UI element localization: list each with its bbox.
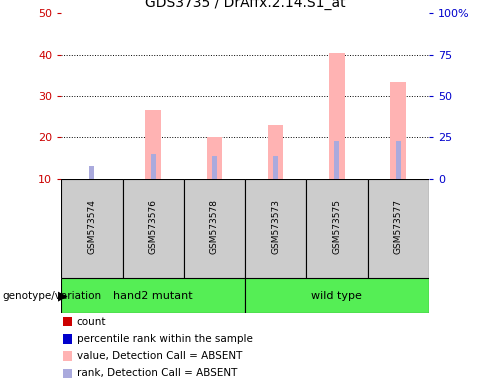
Text: value, Detection Call = ABSENT: value, Detection Call = ABSENT: [77, 351, 242, 361]
Bar: [335, 141, 339, 179]
Bar: [63, 334, 72, 344]
Bar: [61, 179, 122, 278]
Bar: [122, 179, 184, 278]
Bar: [212, 156, 217, 179]
Bar: [306, 179, 368, 278]
Text: percentile rank within the sample: percentile rank within the sample: [77, 334, 253, 344]
Text: rank, Detection Call = ABSENT: rank, Detection Call = ABSENT: [77, 368, 237, 379]
Bar: [89, 166, 94, 179]
Bar: [63, 351, 72, 361]
Bar: [61, 278, 245, 313]
Text: wild type: wild type: [312, 291, 362, 301]
Bar: [245, 278, 429, 313]
Bar: [146, 111, 161, 179]
Text: GSM573577: GSM573577: [393, 199, 403, 254]
Bar: [151, 154, 156, 179]
Text: GSM573578: GSM573578: [210, 199, 219, 254]
Bar: [245, 179, 306, 278]
Text: GSM573576: GSM573576: [148, 199, 158, 254]
Bar: [268, 125, 283, 179]
Bar: [273, 156, 278, 179]
Bar: [63, 317, 72, 326]
Bar: [207, 137, 222, 179]
Text: hand2 mutant: hand2 mutant: [113, 291, 193, 301]
Bar: [63, 369, 72, 378]
Text: genotype/variation: genotype/variation: [2, 291, 101, 301]
Text: GSM573575: GSM573575: [332, 199, 342, 254]
Bar: [184, 179, 245, 278]
Bar: [391, 81, 406, 179]
Bar: [329, 53, 344, 179]
Text: count: count: [77, 316, 106, 327]
Bar: [395, 141, 400, 179]
Title: GDS3735 / DrAffx.2.14.S1_at: GDS3735 / DrAffx.2.14.S1_at: [145, 0, 345, 10]
Text: GSM573573: GSM573573: [271, 199, 280, 254]
Bar: [368, 179, 429, 278]
Text: ▶: ▶: [58, 289, 68, 302]
Text: GSM573574: GSM573574: [87, 199, 97, 254]
